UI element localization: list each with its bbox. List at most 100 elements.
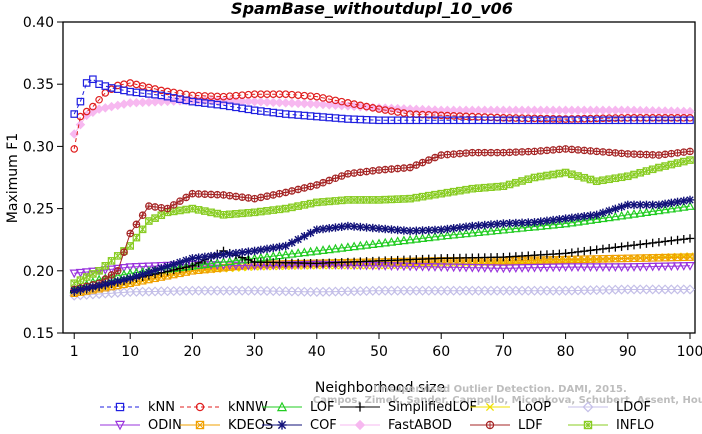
legend-item-fastabod: FastABOD <box>340 418 452 433</box>
data-point <box>424 263 434 272</box>
data-point <box>362 167 371 176</box>
data-point <box>617 149 626 158</box>
y-tick-label: 0.25 <box>23 202 54 218</box>
data-point <box>436 230 446 240</box>
data-point <box>523 222 533 232</box>
data-point <box>560 105 571 116</box>
data-point <box>648 151 657 159</box>
data-point <box>629 263 639 272</box>
x-axis-title: Neighborhood size <box>315 380 445 396</box>
data-point <box>685 195 695 205</box>
data-point <box>518 177 526 185</box>
data-point <box>568 145 576 154</box>
data-point <box>623 209 633 219</box>
data-point <box>387 225 396 234</box>
legend-label: SimplifiedLOF <box>388 400 477 415</box>
data-point <box>319 178 327 187</box>
data-point <box>529 221 540 231</box>
y-tick-label: 0.35 <box>23 77 54 93</box>
data-point <box>636 200 645 210</box>
data-point <box>76 97 85 106</box>
series-cof <box>70 195 695 295</box>
data-point <box>70 279 79 288</box>
data-point <box>281 188 290 197</box>
data-point <box>543 146 551 155</box>
data-point <box>560 263 571 273</box>
data-point <box>586 211 595 220</box>
x-tick-label: 90 <box>619 344 637 360</box>
data-point <box>381 165 390 174</box>
data-point <box>387 165 396 173</box>
data-point <box>492 264 502 274</box>
data-point <box>95 267 103 275</box>
data-point <box>225 256 235 266</box>
data-point <box>448 263 459 273</box>
data-point <box>207 190 215 199</box>
data-point <box>113 266 122 275</box>
data-point <box>672 106 683 117</box>
legend-label: COF <box>310 418 337 433</box>
data-point <box>635 263 645 272</box>
data-point <box>188 254 197 263</box>
data-point <box>193 260 204 269</box>
data-point <box>549 146 557 154</box>
data-point <box>194 190 203 198</box>
data-point <box>443 224 452 234</box>
data-point <box>89 75 97 84</box>
data-point <box>181 256 191 265</box>
data-point <box>573 212 583 222</box>
data-point <box>498 264 509 274</box>
data-point <box>355 240 366 250</box>
legend-label: kNN <box>148 400 175 415</box>
data-point <box>554 263 565 273</box>
series-line <box>74 205 691 290</box>
data-point <box>300 232 309 241</box>
data-point <box>512 178 520 187</box>
data-point <box>685 106 695 117</box>
data-point <box>393 164 402 173</box>
data-point <box>686 253 694 261</box>
data-point <box>287 238 297 247</box>
data-point <box>213 251 222 260</box>
data-point <box>324 244 334 254</box>
data-point <box>523 264 533 273</box>
data-point <box>350 169 358 177</box>
legend-label: FastABOD <box>388 418 452 433</box>
data-point <box>536 221 546 230</box>
data-point <box>604 263 614 273</box>
data-point <box>462 149 470 157</box>
data-point <box>574 146 582 154</box>
data-point <box>486 220 496 229</box>
watermark-line-1: Unsupervised Outlier Detection. DAMI, 20… <box>373 384 627 395</box>
watermark-line-0: Campos, Zimek, Sander, Campello, Micenko… <box>313 395 702 406</box>
data-point <box>524 175 533 184</box>
data-point <box>686 116 694 125</box>
data-point <box>591 263 602 273</box>
data-point <box>82 107 91 116</box>
data-point <box>672 202 683 212</box>
data-point <box>263 207 271 215</box>
data-point <box>493 148 501 157</box>
data-point <box>661 150 669 159</box>
series-line <box>74 289 690 297</box>
data-point <box>405 234 415 244</box>
x-tick-label: 30 <box>246 344 264 360</box>
data-point <box>635 208 645 217</box>
data-point <box>655 151 663 159</box>
data-point <box>362 223 371 232</box>
data-point <box>623 263 633 273</box>
data-point <box>250 194 259 203</box>
data-point <box>442 263 453 273</box>
data-point <box>244 194 253 202</box>
data-point <box>685 234 695 243</box>
legend-label: LDF <box>518 418 543 433</box>
data-point <box>132 233 141 242</box>
data-point <box>392 236 403 245</box>
data-point <box>568 170 576 179</box>
data-point <box>120 248 128 256</box>
series-ldof <box>69 284 696 301</box>
data-point <box>330 243 341 253</box>
data-point <box>598 244 608 254</box>
data-point <box>325 176 334 185</box>
data-point <box>169 260 178 269</box>
